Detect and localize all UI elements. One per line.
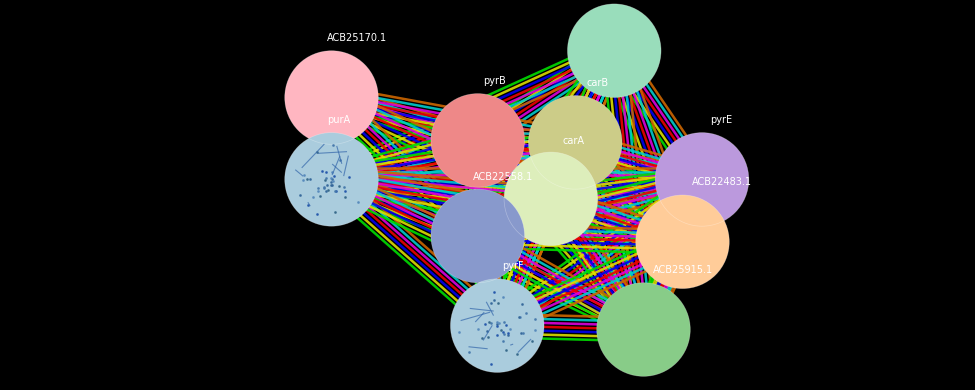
Text: pyrE: pyrE [710,115,732,125]
Ellipse shape [450,279,544,372]
Ellipse shape [655,133,749,226]
Ellipse shape [431,189,525,283]
Text: pyrF: pyrF [502,261,524,271]
Ellipse shape [528,96,622,189]
Text: ACB25170.1: ACB25170.1 [327,33,387,43]
Ellipse shape [636,195,729,289]
Text: carA: carA [563,136,585,146]
Text: ACB22558.1: ACB22558.1 [473,172,533,182]
Text: pyrB: pyrB [483,76,505,86]
Text: ACB22483.1: ACB22483.1 [692,177,753,188]
Ellipse shape [597,283,690,376]
Text: carB: carB [587,78,609,88]
Ellipse shape [431,94,525,187]
Ellipse shape [567,4,661,98]
Text: ACB25915.1: ACB25915.1 [653,265,714,275]
Ellipse shape [504,152,598,246]
Ellipse shape [285,133,378,226]
Ellipse shape [285,51,378,144]
Text: purA: purA [327,115,350,125]
